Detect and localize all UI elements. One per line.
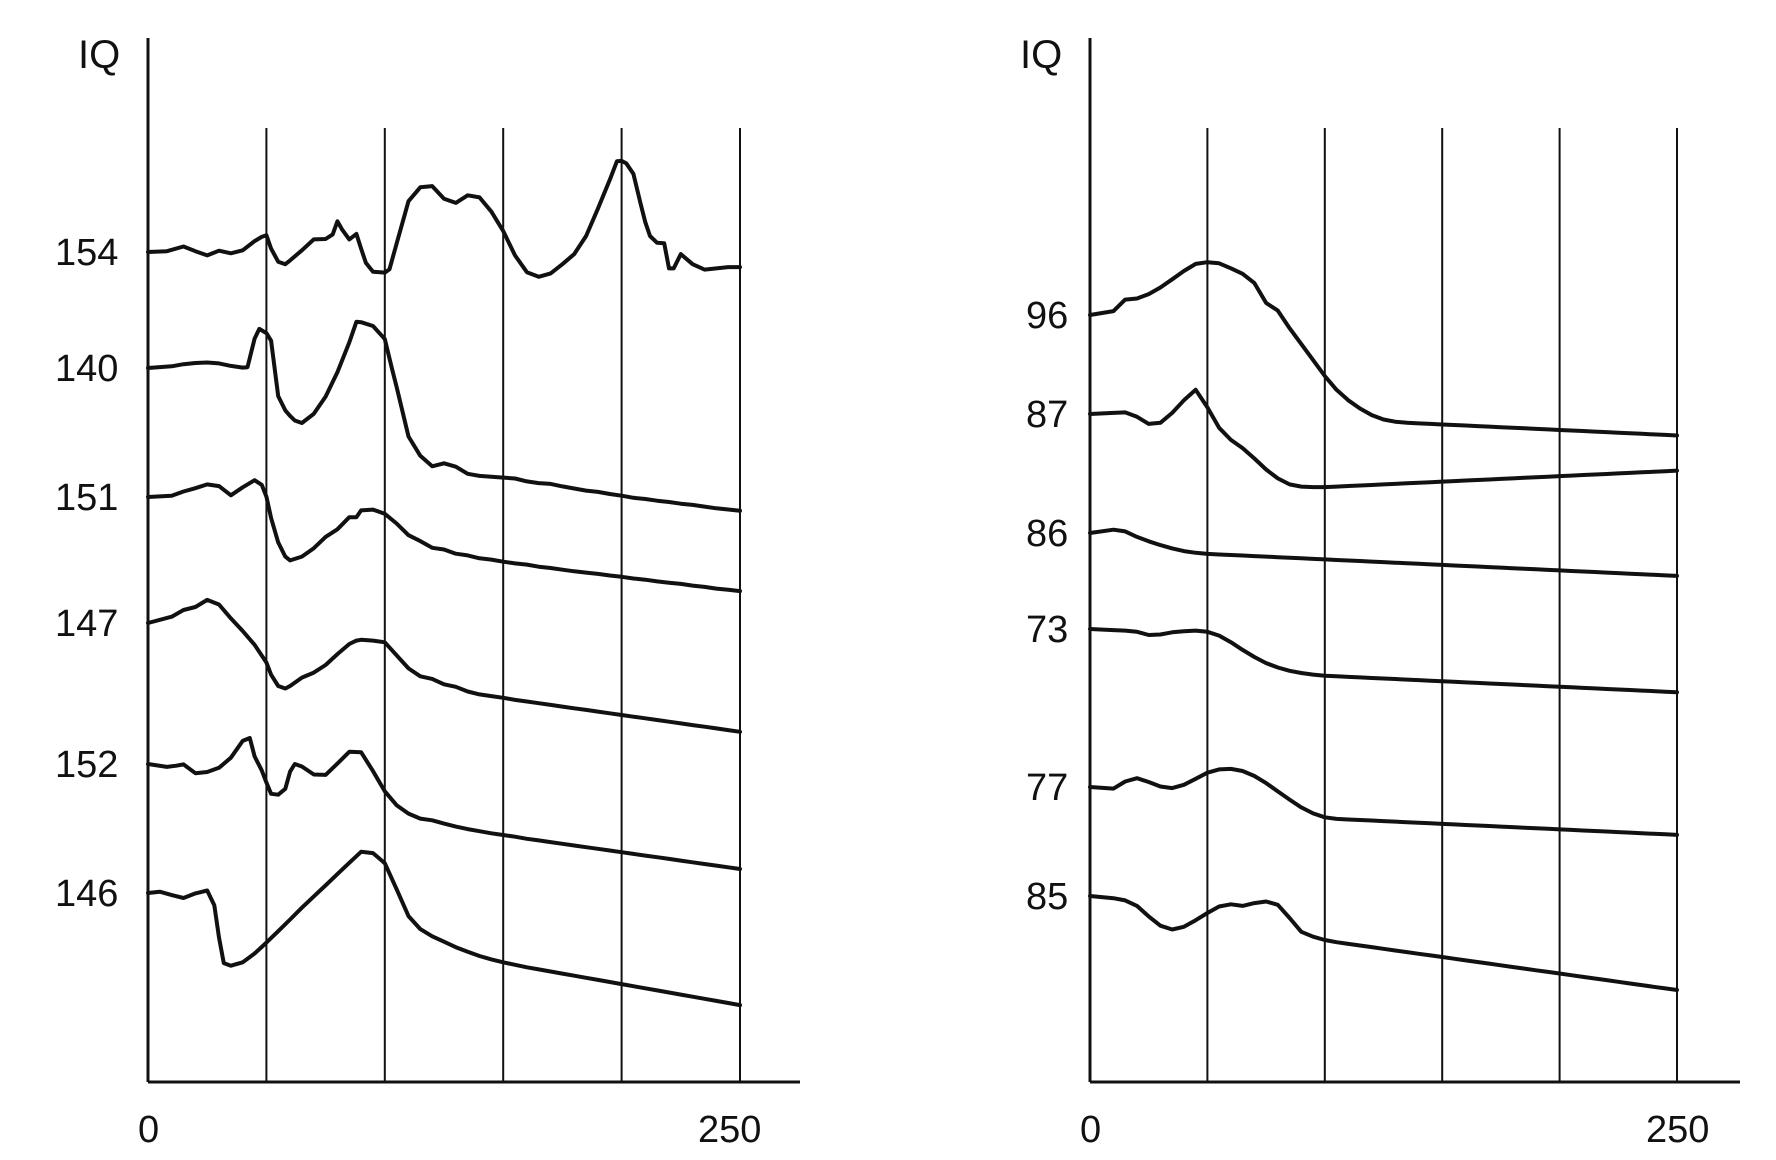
right-series-label-87: 87 [1026, 394, 1068, 436]
left-series-label-151: 151 [55, 477, 118, 519]
left-trace-151 [146, 478, 742, 594]
right-trace-73 [1088, 627, 1679, 695]
right-series-label-73: 73 [1026, 609, 1068, 651]
left-series-label-154: 154 [55, 232, 118, 274]
left-trace-140 [146, 319, 742, 513]
left-series-label-140: 140 [55, 348, 118, 390]
right-x-tick-start: 0 [1080, 1109, 1101, 1151]
left-trace-147 [146, 597, 742, 734]
left-trace-152 [146, 736, 742, 871]
right-panel: IQ 0 250 96 87 86 73 77 85 [1020, 33, 1740, 1151]
right-series-label-86: 86 [1026, 513, 1068, 555]
right-trace-87 [1088, 387, 1679, 490]
right-y-axis-title: IQ [1020, 33, 1062, 77]
right-trace-86 [1088, 527, 1679, 578]
right-series-label-96: 96 [1026, 295, 1068, 337]
right-trace-85 [1088, 894, 1679, 992]
left-panel: IQ 0 250 154 140 151 147 152 146 [55, 33, 800, 1151]
left-series-label-146: 146 [55, 873, 118, 915]
left-y-axis-title: IQ [78, 33, 120, 77]
right-series-label-77: 77 [1026, 767, 1068, 809]
left-series-label-152: 152 [55, 744, 118, 786]
right-x-tick-end: 250 [1646, 1109, 1709, 1151]
left-trace-154 [146, 158, 742, 279]
left-x-tick-start: 0 [138, 1109, 159, 1151]
left-series-label-147: 147 [55, 603, 118, 645]
left-x-tick-end: 250 [698, 1109, 761, 1151]
right-trace-77 [1088, 766, 1679, 837]
right-series-label-85: 85 [1026, 876, 1068, 918]
left-trace-146 [146, 849, 742, 1008]
right-trace-96 [1088, 260, 1679, 438]
